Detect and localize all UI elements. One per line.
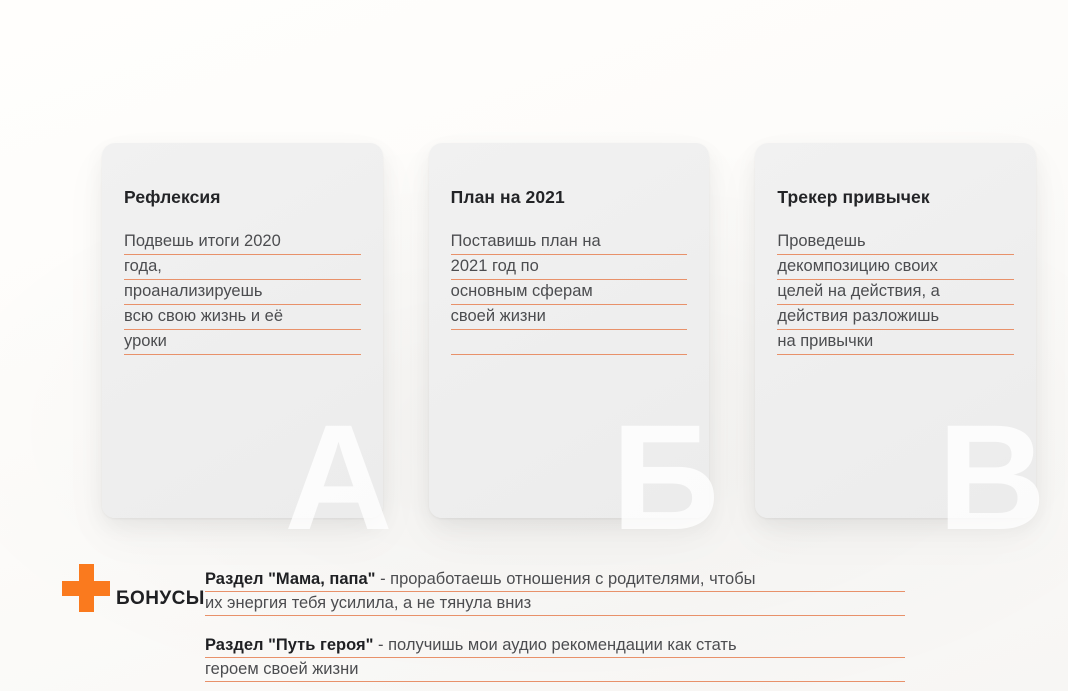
- bonus-badge: БОНУСЫ: [0, 556, 205, 612]
- card-plan-2021[interactable]: План на 2021 Поставишь план на 2021 год …: [428, 143, 719, 552]
- card-line: Поставишь план на: [450, 230, 688, 255]
- card-lines: Проведешь декомпозицию своих целей на де…: [777, 230, 1015, 355]
- card-line: основным сферам: [450, 280, 688, 305]
- card-line: декомпозицию своих: [777, 255, 1015, 280]
- card-lines: Подвешь итоги 2020 года, проанализируешь…: [124, 230, 361, 355]
- card-line: на привычки: [777, 330, 1015, 355]
- card-habit-tracker[interactable]: Трекер привычек Проведешь декомпозицию с…: [755, 143, 1046, 552]
- card-title: Трекер привычек: [777, 187, 930, 207]
- bonus-item-title: Раздел "Мама, папа": [205, 570, 376, 588]
- card-line: Проведешь: [777, 230, 1015, 255]
- bonus-item-desc: - получишь мои аудио рекомендации как ст…: [373, 636, 737, 654]
- bonus-item-desc: - проработаешь отношения с родителями, ч…: [375, 570, 756, 588]
- card-line: своей жизни: [450, 305, 688, 330]
- card-content: Рефлексия Подвешь итоги 2020 года, проан…: [102, 143, 383, 518]
- section-cards: Рефлексия Подвешь итоги 2020 года, проан…: [102, 143, 1046, 552]
- bonus-row: их энергия тебя усилила, а не тянула вни…: [205, 592, 905, 616]
- card-line: уроки: [124, 330, 361, 355]
- card-title: План на 2021: [450, 187, 565, 207]
- card-line: года,: [124, 255, 361, 280]
- plus-icon: [62, 564, 110, 612]
- bonus-item-put-geroya[interactable]: Раздел "Путь героя" - получишь мои аудио…: [205, 634, 905, 682]
- card-line: действия разложишь: [777, 305, 1015, 330]
- bonus-row: Раздел "Путь героя" - получишь мои аудио…: [205, 634, 905, 658]
- card-line: 2021 год по: [450, 255, 688, 280]
- card-line: проанализируешь: [124, 280, 361, 305]
- bonus-row: героем своей жизни: [205, 658, 905, 682]
- card-title: Рефлексия: [124, 187, 221, 207]
- card-content: Трекер привычек Проведешь декомпозицию с…: [755, 143, 1036, 518]
- page-title: РАЗДЕЛЫ ВОРКБУКА: [327, 21, 741, 67]
- bonus-label: БОНУСЫ: [116, 588, 205, 609]
- card-line: всю свою жизнь и её: [124, 305, 361, 330]
- page-subtitle: Ты пройдешь по шагам все этапы постановк…: [269, 83, 799, 104]
- card-content: План на 2021 Поставишь план на 2021 год …: [429, 143, 710, 518]
- bonus-item-mama-papa[interactable]: Раздел "Мама, папа" - проработаешь отнош…: [205, 568, 905, 616]
- bonus-items: Раздел "Мама, папа" - проработаешь отнош…: [205, 556, 905, 691]
- bonus-row: Раздел "Мама, папа" - проработаешь отнош…: [205, 568, 905, 592]
- header: РАЗДЕЛЫ ВОРКБУКА Ты пройдешь по шагам вс…: [0, 0, 1068, 105]
- card-reflection[interactable]: Рефлексия Подвешь итоги 2020 года, проан…: [102, 143, 393, 552]
- section-bonus: БОНУСЫ Раздел "Мама, папа" - проработаеш…: [0, 556, 1068, 691]
- card-lines: Поставишь план на 2021 год по основным с…: [450, 230, 688, 355]
- bonus-item-title: Раздел "Путь героя": [205, 636, 374, 654]
- card-line: [450, 330, 688, 355]
- card-line: Подвешь итоги 2020: [124, 230, 361, 255]
- card-line: целей на действия, а: [777, 280, 1015, 305]
